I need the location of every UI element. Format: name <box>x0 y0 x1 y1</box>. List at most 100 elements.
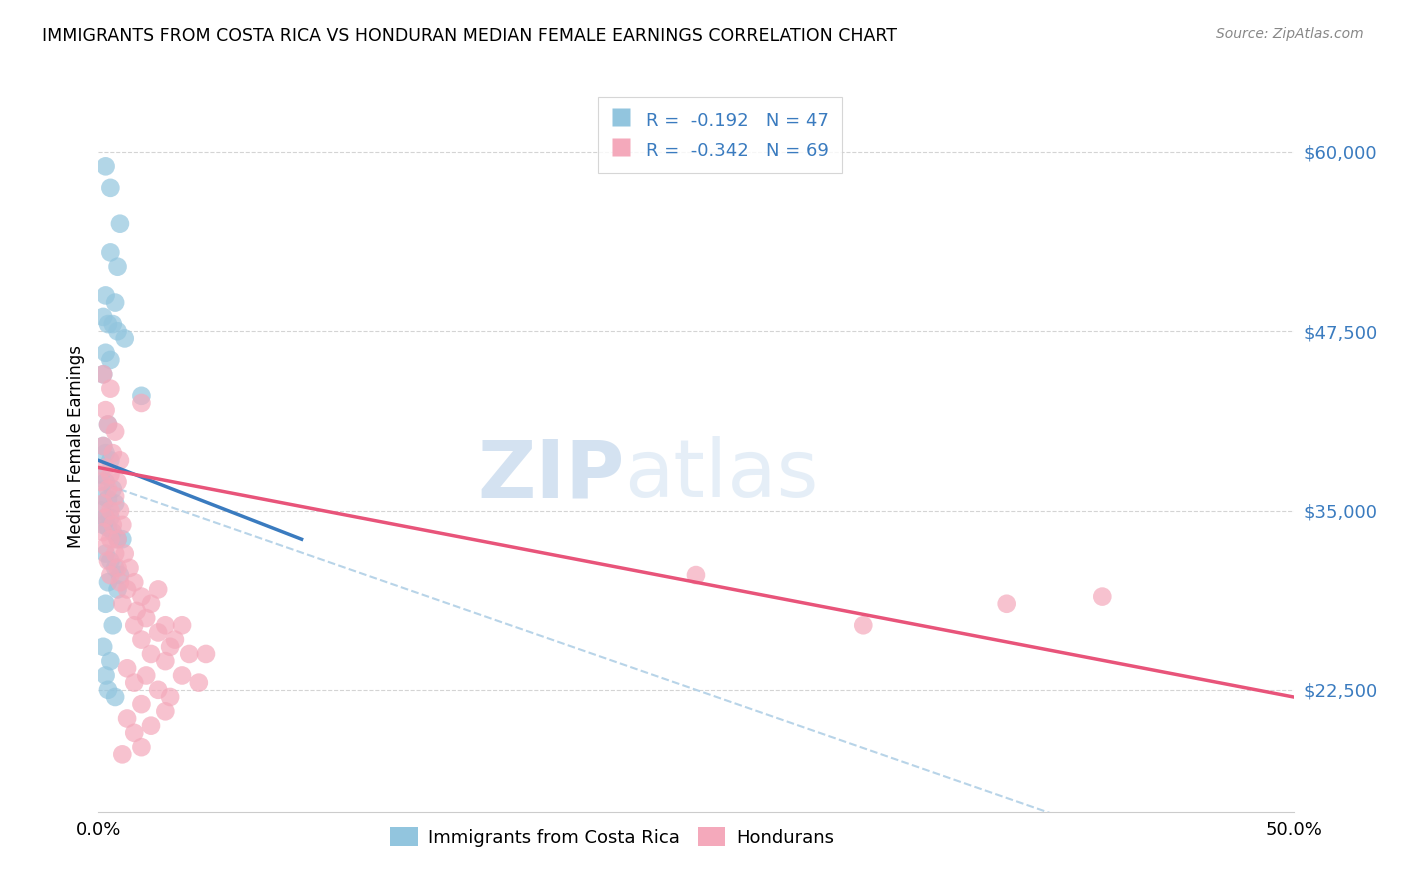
Point <box>97 682 120 697</box>
Point <box>107 324 129 338</box>
Point <box>98 654 122 668</box>
Point <box>108 575 131 590</box>
Point <box>159 690 181 704</box>
Point <box>104 561 127 575</box>
Point <box>97 317 120 331</box>
Point <box>98 453 122 467</box>
Point <box>155 618 177 632</box>
Point <box>91 310 114 324</box>
Point <box>91 439 114 453</box>
Point <box>148 625 170 640</box>
Point <box>101 482 124 496</box>
Point <box>97 417 120 432</box>
Point <box>187 675 209 690</box>
Point <box>101 524 124 539</box>
Point <box>159 640 181 654</box>
Point <box>91 439 114 453</box>
Point <box>131 632 153 647</box>
Point <box>101 517 124 532</box>
Point <box>97 575 120 590</box>
Text: atlas: atlas <box>624 436 818 515</box>
Point <box>104 425 127 439</box>
Point <box>131 396 153 410</box>
Point <box>107 561 129 575</box>
Point <box>90 503 112 517</box>
Point <box>995 597 1018 611</box>
Point <box>108 217 131 231</box>
Point <box>98 467 122 482</box>
Point <box>125 604 148 618</box>
Point <box>131 740 153 755</box>
Point <box>115 711 138 725</box>
Point <box>101 317 124 331</box>
Point <box>104 295 127 310</box>
Point <box>104 547 127 561</box>
Point <box>135 668 157 682</box>
Text: IMMIGRANTS FROM COSTA RICA VS HONDURAN MEDIAN FEMALE EARNINGS CORRELATION CHART: IMMIGRANTS FROM COSTA RICA VS HONDURAN M… <box>42 27 897 45</box>
Point <box>104 496 127 510</box>
Point <box>98 510 122 524</box>
Point <box>94 288 117 302</box>
Point <box>124 675 146 690</box>
Point <box>139 719 162 733</box>
Point <box>94 460 117 475</box>
Point <box>104 489 127 503</box>
Point <box>148 582 170 597</box>
Point <box>115 582 138 597</box>
Point <box>94 510 117 524</box>
Point <box>91 489 114 503</box>
Point <box>155 704 177 718</box>
Point <box>104 690 127 704</box>
Point <box>91 368 114 382</box>
Point <box>98 503 122 517</box>
Point <box>131 389 153 403</box>
Point <box>111 597 134 611</box>
Point <box>111 517 134 532</box>
Point <box>139 647 162 661</box>
Point <box>107 533 129 547</box>
Point <box>101 618 124 632</box>
Point <box>90 467 112 482</box>
Point <box>98 353 122 368</box>
Point <box>94 475 117 489</box>
Point <box>131 590 153 604</box>
Text: Source: ZipAtlas.com: Source: ZipAtlas.com <box>1216 27 1364 41</box>
Point <box>94 668 117 682</box>
Point <box>97 554 120 568</box>
Point <box>852 618 875 632</box>
Point <box>91 640 114 654</box>
Point <box>98 533 122 547</box>
Point <box>98 568 122 582</box>
Point <box>91 517 114 532</box>
Point <box>98 181 122 195</box>
Point <box>172 668 194 682</box>
Point <box>111 747 134 762</box>
Point <box>115 661 138 675</box>
Point <box>107 533 129 547</box>
Point <box>163 632 186 647</box>
Point <box>107 475 129 489</box>
Point <box>98 554 122 568</box>
Point <box>94 547 117 561</box>
Point <box>124 575 146 590</box>
Point <box>94 345 117 359</box>
Point <box>118 561 141 575</box>
Point <box>94 446 117 460</box>
Point <box>139 597 162 611</box>
Point <box>108 568 131 582</box>
Point <box>90 475 112 489</box>
Point <box>111 533 134 547</box>
Point <box>107 260 129 274</box>
Point <box>114 331 136 345</box>
Legend: Immigrants from Costa Rica, Hondurans: Immigrants from Costa Rica, Hondurans <box>384 820 841 854</box>
Point <box>94 159 117 173</box>
Point <box>1091 590 1114 604</box>
Point <box>97 482 120 496</box>
Point <box>148 682 170 697</box>
Point <box>179 647 201 661</box>
Point <box>91 524 114 539</box>
Point <box>91 368 114 382</box>
Point <box>98 245 122 260</box>
Point <box>135 611 157 625</box>
Point <box>98 382 122 396</box>
